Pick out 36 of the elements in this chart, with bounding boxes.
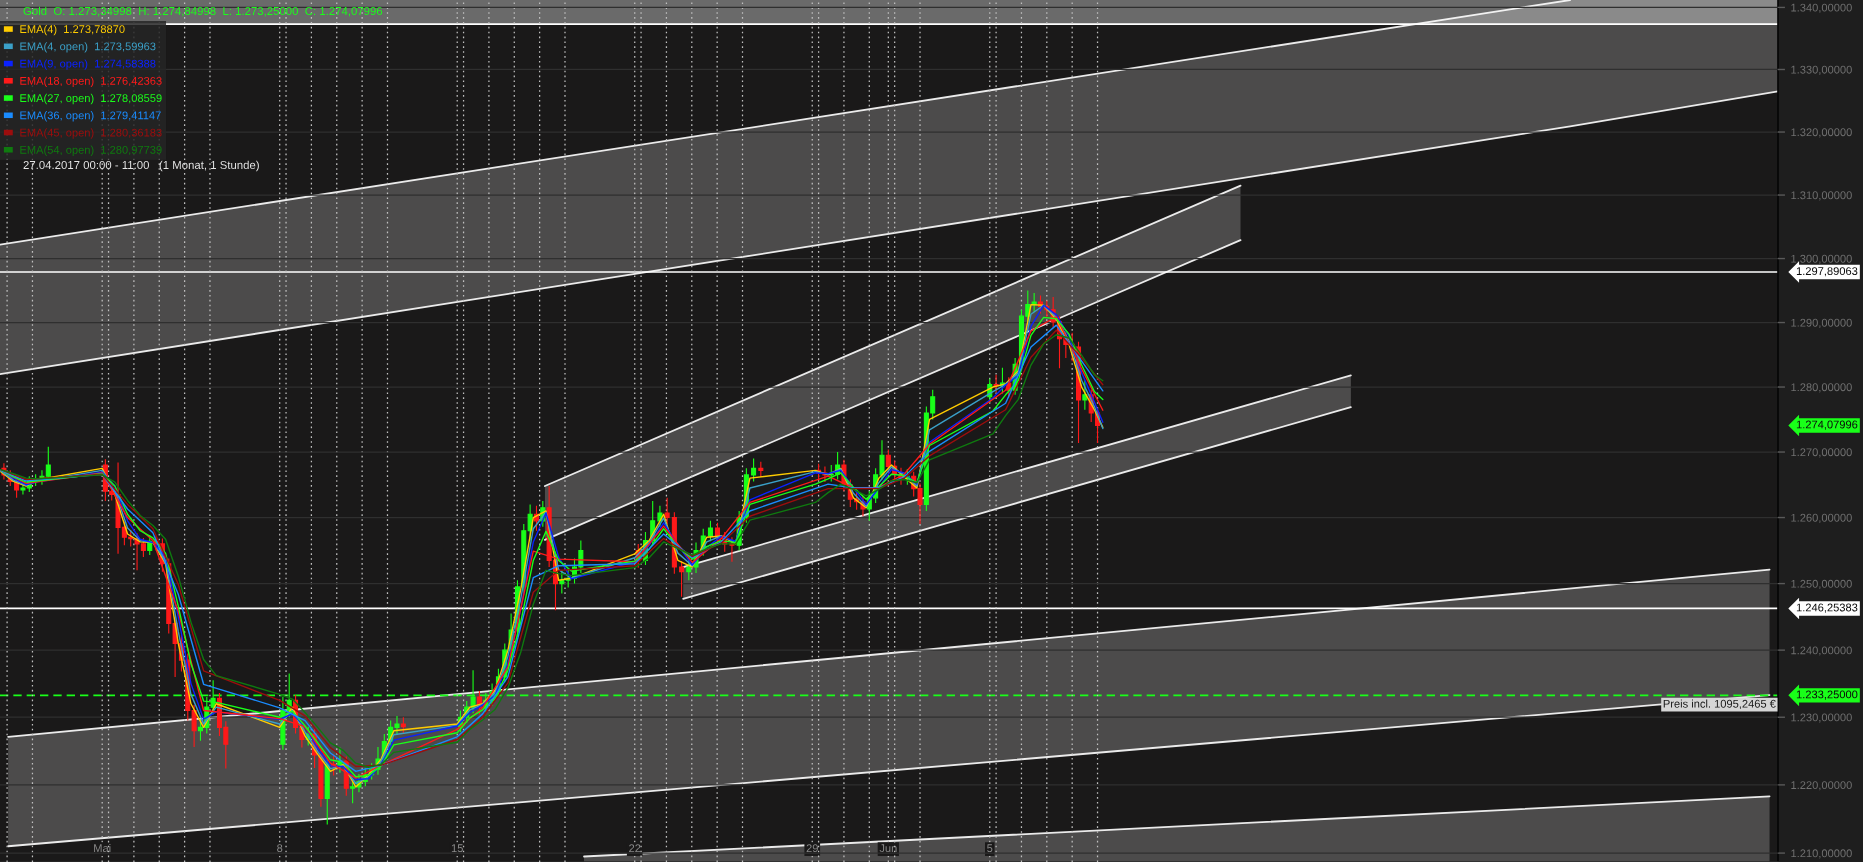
- x-tick-label: 29: [806, 844, 818, 853]
- legend-label: EMA(27, open) 1.278,08559: [20, 93, 162, 105]
- legend-label: EMA(36, open) 1.279,41147: [20, 111, 161, 122]
- y-tick-label: 1.230,00000: [1791, 713, 1852, 723]
- text: 1.274,07996: [1796, 420, 1858, 430]
- text: Gold O: 1.273,34998 H: 1.274,84998 L: 1.273,25000 C: 1.274,07996: [23, 6, 383, 17]
- x-tick-label: Mai: [94, 843, 111, 853]
- annotation: Preis incl. 1095,2465 €: [1663, 699, 1776, 710]
- ref-line-label: 1.233,25000: [1796, 690, 1858, 700]
- y-tick-label: 1.270,00000: [1791, 448, 1852, 458]
- legend-label: EMA(18, open) 1.276,42363: [20, 76, 162, 87]
- y-tick-label: 1.300,00000: [1791, 254, 1852, 264]
- legend-label: EMA(4) 1.273,78870: [20, 24, 125, 36]
- text: 27.04.2017 00:00 - 11:00 (1 Monat, 1 Stunde): [23, 160, 259, 172]
- y-tick-label: 1.310,00000: [1791, 191, 1852, 201]
- legend-label: EMA(4, open) 1.273,59963: [20, 42, 156, 53]
- y-tick-label: 1.240,00000: [1791, 646, 1852, 656]
- x-tick-label: 5: [987, 844, 993, 853]
- ref-line-label: 1.297,89063: [1796, 267, 1858, 277]
- y-tick-label: 1.290,00000: [1791, 318, 1852, 328]
- y-tick-label: 1.210,00000: [1791, 849, 1852, 859]
- x-tick-label: 22: [629, 844, 641, 852]
- legend-label: EMA(45, open) 1.280,36183: [20, 128, 162, 139]
- x-tick-label: 15: [451, 844, 463, 853]
- y-tick-label: 1.280,00000: [1791, 383, 1852, 393]
- x-tick-label: 8: [277, 844, 283, 853]
- legend-label: EMA(54, open) 1.280,97739: [20, 145, 162, 156]
- y-tick-label: 1.340,00000: [1791, 3, 1852, 13]
- y-tick-label: 1.220,00000: [1791, 781, 1852, 791]
- y-tick-label: 1.330,00000: [1791, 65, 1852, 75]
- y-tick-label: 1.320,00000: [1791, 128, 1852, 138]
- legend-label: EMA(9, open) 1.274,58388: [20, 59, 156, 70]
- x-tick-label: Jun: [879, 844, 897, 853]
- y-tick-label: 1.260,00000: [1791, 513, 1852, 523]
- y-tick-label: 1.250,00000: [1791, 579, 1852, 590]
- ref-line-label: 1.246,25383: [1796, 603, 1858, 613]
